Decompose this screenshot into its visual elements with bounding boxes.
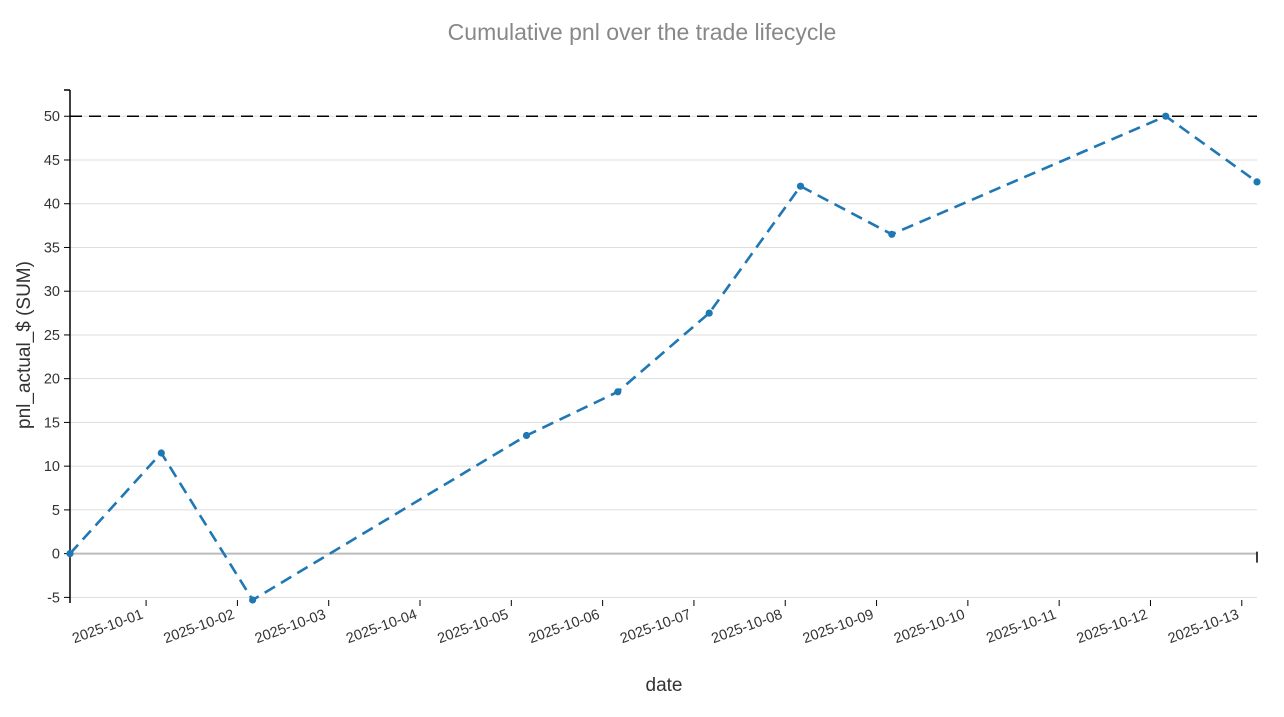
x-tick-label: 2025-10-09 xyxy=(801,607,876,647)
x-tick-label: 2025-10-10 xyxy=(892,607,967,647)
x-tick-label: 2025-10-11 xyxy=(984,607,1058,647)
y-tick-label: -5 xyxy=(47,590,60,606)
x-tick-label: 2025-10-12 xyxy=(1075,607,1150,647)
x-tick-label: 2025-10-04 xyxy=(344,607,419,647)
y-tick-label: 50 xyxy=(44,109,60,125)
x-tick-label: 2025-10-13 xyxy=(1166,607,1241,647)
x-axis: 2025-10-01 2025-10-02 2025-10-03 2025-10-04… xyxy=(70,600,1243,647)
x-tick-label: 2025-10-03 xyxy=(253,607,328,647)
x-tick-label: 2025-10-01 xyxy=(70,607,145,647)
data-point xyxy=(1162,112,1170,120)
data-point xyxy=(796,182,805,190)
series-group xyxy=(66,112,1261,604)
x-tick-label: 2025-10-06 xyxy=(527,607,602,647)
y-tick-label: 40 xyxy=(44,197,60,213)
data-point xyxy=(66,550,74,558)
data-point xyxy=(1253,178,1261,186)
y-tick-label: 25 xyxy=(44,328,60,344)
y-tick-label: 45 xyxy=(44,153,60,169)
y-tick-label: 20 xyxy=(44,372,60,388)
x-tick-label: 2025-10-02 xyxy=(162,607,237,647)
chart-title: Cumulative pnl over the trade lifecycle xyxy=(448,19,837,45)
series-line xyxy=(69,114,1258,602)
x-tick-label: 2025-10-05 xyxy=(436,607,511,647)
data-point xyxy=(522,431,531,440)
y-axis-label: pnl_actual_$ (SUM) xyxy=(14,261,35,429)
x-tick-label: 2025-10-07 xyxy=(618,607,693,647)
y-tick-label: 30 xyxy=(44,284,60,300)
x-axis-label: date xyxy=(646,675,683,696)
grid-lines xyxy=(70,115,1257,598)
y-tick-label: 35 xyxy=(44,240,60,256)
y-tick-label: 0 xyxy=(52,547,60,563)
y-tick-label: 10 xyxy=(44,459,60,475)
data-point xyxy=(249,596,257,604)
data-point xyxy=(157,449,165,457)
x-tick-label: 2025-10-08 xyxy=(709,607,784,647)
data-point xyxy=(888,230,896,238)
y-axis: -5 0 5 10 15 20 25 30 35 40 45 50 xyxy=(44,89,1258,606)
data-point xyxy=(614,388,622,396)
y-tick-label: 5 xyxy=(52,503,60,519)
y-tick-label: 15 xyxy=(44,415,60,431)
data-point xyxy=(705,309,713,317)
